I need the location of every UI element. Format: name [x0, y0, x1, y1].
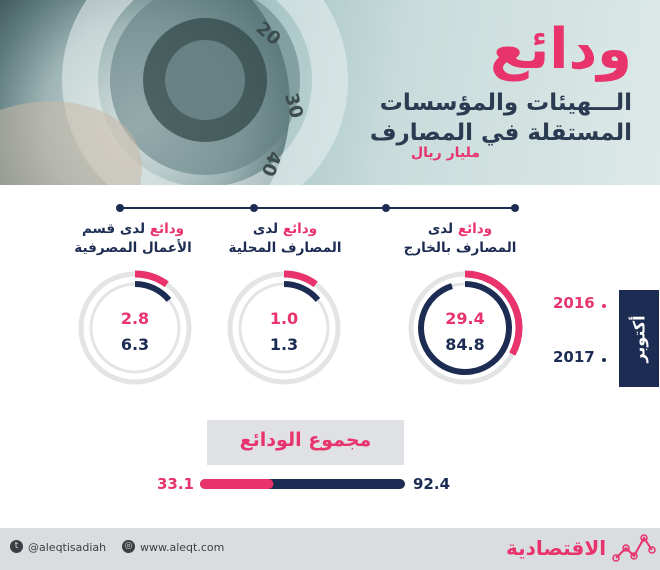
brand-logo-icon — [612, 534, 656, 562]
category-highlight: ودائع — [149, 221, 185, 237]
timeline-line — [116, 204, 519, 212]
timeline-dot — [250, 204, 258, 212]
category-label-abroad: ودائع لدى المصارف بالخارج — [385, 220, 535, 258]
gauge-value-2017: 6.3 — [121, 335, 149, 354]
legend-dot-2017 — [602, 358, 606, 362]
gauge-value-2016: 2.8 — [121, 309, 149, 328]
category-label-banking: ودائع لدى قسم الأعمال المصرفية — [58, 220, 208, 258]
gauge-center — [425, 288, 505, 368]
total-title-box: مجموع الودائع — [207, 420, 404, 465]
gauge-arc-2017 — [418, 281, 512, 375]
gauge-center — [244, 288, 324, 368]
gauge-arc-2016 — [283, 270, 318, 288]
category-line2: المصارف المحلية — [228, 240, 342, 256]
gauge-value-2016: 1.0 — [270, 309, 298, 328]
website-link[interactable]: www.aleqt.com — [140, 541, 225, 554]
category-line2: المصارف بالخارج — [403, 240, 517, 256]
timeline-dot — [511, 204, 519, 212]
gauge-charts: 29.4 84.8 1.0 1.3 2.8 6.3 — [78, 270, 523, 385]
category-label-local: ودائع لدى المصارف المحلية — [210, 220, 360, 258]
legend-dot-2016 — [602, 304, 606, 308]
twitter-handle[interactable]: @aleqtisadiah — [28, 541, 107, 554]
legend-month-bar: أكتوبر — [619, 290, 659, 387]
dial-illustration: 20 30 40 — [0, 0, 348, 185]
total-value-2017: 92.4 — [413, 475, 450, 493]
globe-icon[interactable]: ◎ — [122, 540, 135, 553]
category-line2: الأعمال المصرفية — [74, 240, 192, 256]
category-rest: لدى قسم — [81, 221, 146, 237]
gauge-arc-2016 — [134, 270, 169, 288]
gauge-arc-2016 — [464, 270, 523, 356]
legend-year-2016: 2016 — [553, 294, 595, 312]
main-title: ودائع — [489, 17, 632, 82]
gauge-value-2016: 29.4 — [445, 309, 484, 328]
brand-name: الاقتصادية — [506, 536, 607, 560]
category-rest: لدى — [427, 221, 454, 237]
timeline-dot — [382, 204, 390, 212]
total-bar-2016 — [200, 479, 274, 489]
timeline-dot — [116, 204, 124, 212]
header-photo: 20 30 40 ودائع الـــهيئات والمؤسسات المس… — [0, 0, 660, 185]
twitter-icon[interactable]: t — [10, 540, 23, 553]
gauge-value-2017: 84.8 — [445, 335, 484, 354]
total-bar-chart: 33.1 92.4 — [157, 475, 450, 493]
subtitle: الـــهيئات والمؤسسات المستقلة في المصارف — [369, 90, 632, 146]
unit-label: مليار ريال — [410, 145, 480, 161]
gauge-arc-2017 — [283, 281, 321, 302]
total-value-2016: 33.1 — [157, 475, 194, 493]
total-title: مجموع الودائع — [239, 429, 372, 451]
gauge-value-2017: 1.3 — [270, 335, 298, 354]
category-highlight: ودائع — [282, 221, 318, 237]
legend-year-2017: 2017 — [553, 348, 595, 366]
footer: t @aleqtisadiah ◎ www.aleqt.com الاقتصاد… — [0, 528, 660, 570]
category-rest: لدى — [252, 221, 279, 237]
gauge-center — [95, 288, 175, 368]
category-highlight: ودائع — [457, 221, 493, 237]
gauge-arc-2017 — [134, 281, 172, 302]
